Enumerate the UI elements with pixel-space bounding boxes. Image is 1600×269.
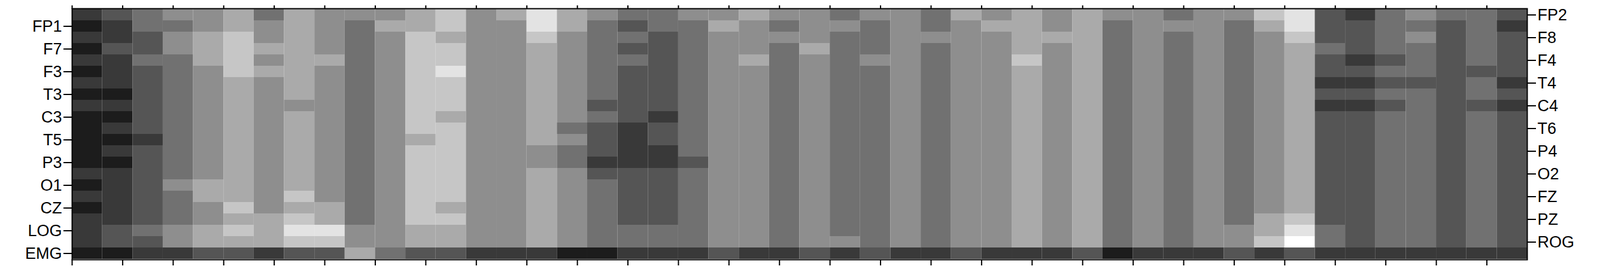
svg-text:PZ: PZ xyxy=(1537,210,1559,229)
svg-text:T4: T4 xyxy=(1537,74,1557,93)
svg-text:T3: T3 xyxy=(43,85,63,104)
svg-text:CZ: CZ xyxy=(40,199,63,218)
svg-text:FP2: FP2 xyxy=(1537,5,1568,24)
svg-text:T6: T6 xyxy=(1537,119,1557,138)
svg-text:F4: F4 xyxy=(1537,51,1557,70)
svg-text:FP1: FP1 xyxy=(32,17,63,36)
svg-text:F3: F3 xyxy=(43,62,63,81)
svg-text:P3: P3 xyxy=(41,153,62,172)
svg-text:F7: F7 xyxy=(43,40,63,59)
svg-text:O2: O2 xyxy=(1537,165,1560,184)
svg-text:C4: C4 xyxy=(1537,96,1559,115)
svg-text:T5: T5 xyxy=(43,131,63,150)
svg-text:O1: O1 xyxy=(40,176,62,195)
svg-text:ROG: ROG xyxy=(1537,233,1575,252)
svg-text:F8: F8 xyxy=(1537,28,1557,47)
svg-text:EMG: EMG xyxy=(25,244,63,263)
svg-text:LOG: LOG xyxy=(27,222,62,241)
svg-text:FZ: FZ xyxy=(1537,187,1558,206)
svg-text:C3: C3 xyxy=(41,108,63,127)
svg-text:P4: P4 xyxy=(1537,142,1558,161)
